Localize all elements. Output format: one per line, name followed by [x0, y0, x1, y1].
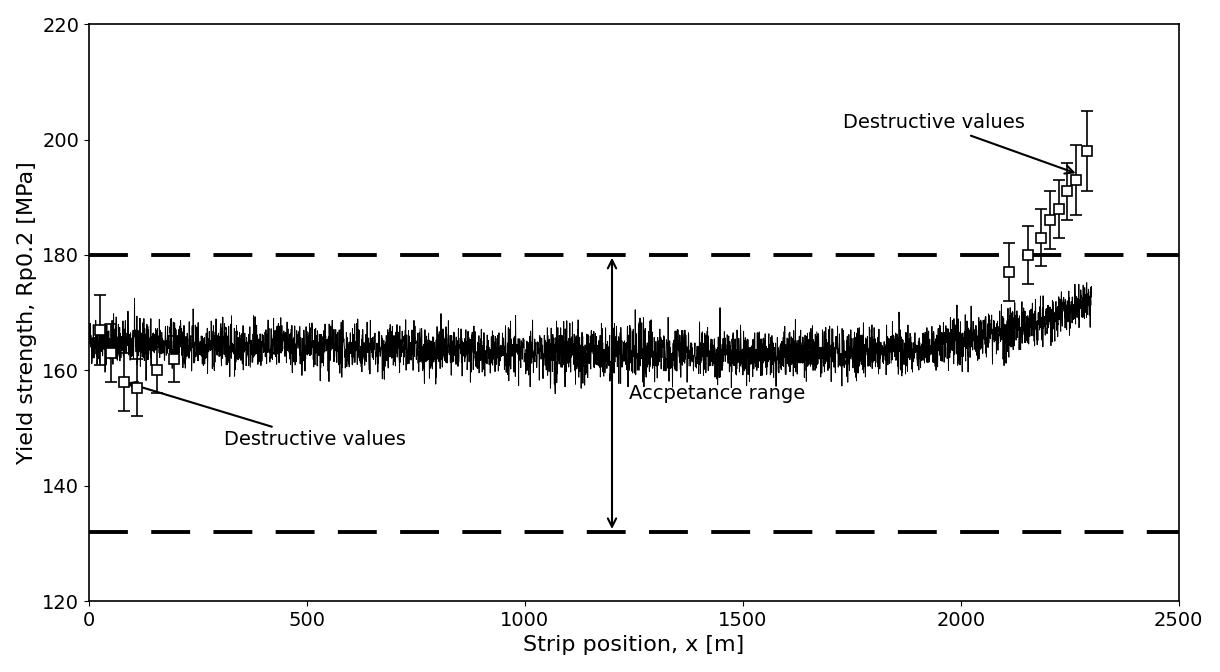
X-axis label: Strip position, x [m]: Strip position, x [m]	[523, 635, 744, 655]
Text: Destructive values: Destructive values	[128, 382, 406, 450]
Y-axis label: Yield strength, Rp0.2 [MPa]: Yield strength, Rp0.2 [MPa]	[17, 161, 37, 464]
Text: Accpetance range: Accpetance range	[630, 384, 805, 403]
Text: Destructive values: Destructive values	[843, 113, 1074, 173]
